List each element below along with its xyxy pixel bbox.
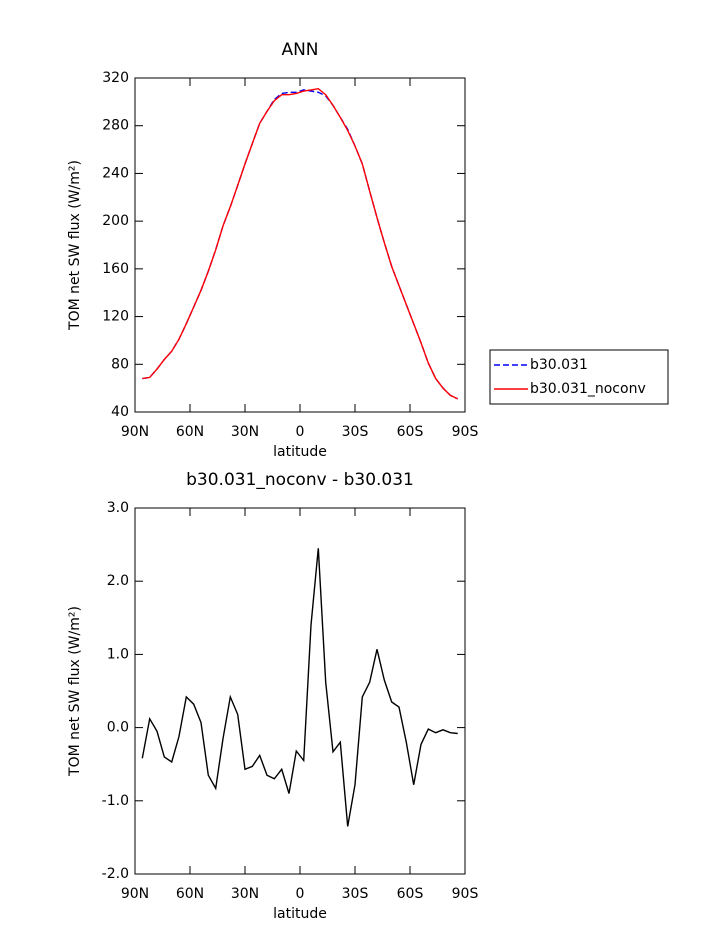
y-tick-label: 160 xyxy=(102,261,129,277)
legend-label: b30.031 xyxy=(530,357,588,373)
x-axis-label: latitude xyxy=(273,906,327,922)
y-tick-label: 280 xyxy=(102,118,129,134)
x-tick-label: 90N xyxy=(121,424,149,440)
x-tick-label: 60S xyxy=(397,424,424,440)
data-line xyxy=(141,548,458,827)
x-tick-label: 30N xyxy=(231,886,259,902)
x-axis-label: latitude xyxy=(273,444,327,460)
legend-box xyxy=(489,349,669,405)
y-tick-label: -2.0 xyxy=(102,866,129,882)
y-tick-label: 1.0 xyxy=(107,646,129,662)
y-tick-label: -1.0 xyxy=(102,793,129,809)
y-tick-label: 240 xyxy=(102,165,129,181)
x-tick-label: 30S xyxy=(342,886,369,902)
x-tick-label: 30S xyxy=(342,424,369,440)
x-tick-label: 90S xyxy=(452,424,479,440)
x-tick-label: 0 xyxy=(296,424,305,440)
chart-title: ANN xyxy=(281,40,318,60)
y-axis-label: TOM net SW flux (W/m²) xyxy=(67,160,83,331)
chart-title: b30.031_noconv - b30.031 xyxy=(186,470,414,490)
data-line xyxy=(142,87,459,400)
x-tick-label: 30N xyxy=(231,424,259,440)
x-tick-label: 60S xyxy=(397,886,424,902)
y-tick-label: 120 xyxy=(102,309,129,325)
plot-frame xyxy=(134,77,466,413)
y-tick-label: 0.0 xyxy=(107,720,129,736)
plot-frame xyxy=(134,507,466,875)
y-tick-label: 3.0 xyxy=(107,500,129,516)
x-tick-label: 60N xyxy=(176,886,204,902)
y-tick-label: 80 xyxy=(111,356,129,372)
y-tick-label: 200 xyxy=(102,213,129,229)
y-axis-label: TOM net SW flux (W/m²) xyxy=(67,606,83,777)
x-tick-label: 90S xyxy=(452,886,479,902)
data-line xyxy=(142,89,459,400)
y-tick-label: 2.0 xyxy=(107,573,129,589)
x-tick-label: 0 xyxy=(296,886,305,902)
legend-label: b30.031_noconv xyxy=(530,381,646,397)
x-tick-label: 60N xyxy=(176,424,204,440)
y-tick-label: 320 xyxy=(102,70,129,86)
y-tick-label: 40 xyxy=(111,404,129,420)
x-tick-label: 90N xyxy=(121,886,149,902)
